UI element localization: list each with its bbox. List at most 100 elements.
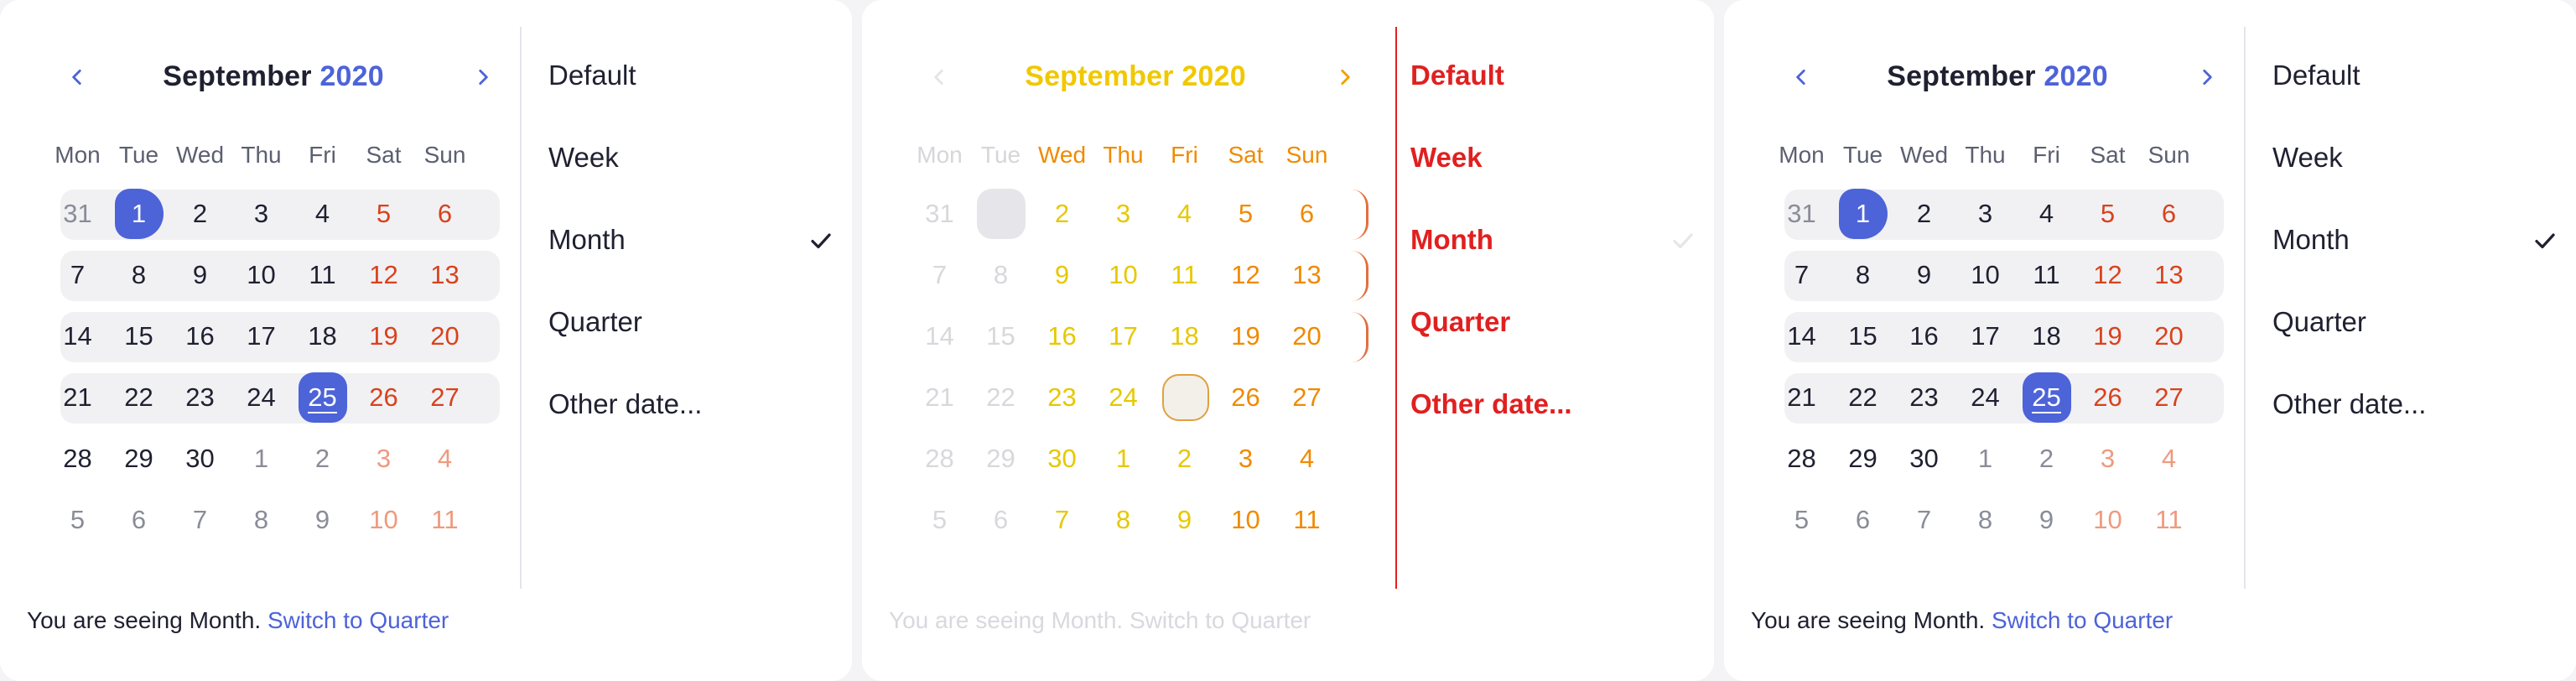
menu-item-week[interactable]: Week (1410, 133, 1696, 215)
day-cell[interactable]: 7 (169, 495, 231, 545)
day-cell[interactable]: 2 (292, 434, 353, 484)
day-cell[interactable]: 3 (1955, 189, 2016, 239)
day-cell[interactable]: 25 (1154, 372, 1215, 423)
menu-item-quarter[interactable]: Quarter (1410, 297, 1696, 379)
day-cell[interactable]: 15 (1832, 311, 1893, 361)
day-cell[interactable]: 10 (1093, 250, 1154, 300)
day-cell[interactable]: 23 (1031, 372, 1093, 423)
day-cell[interactable]: 19 (2077, 311, 2138, 361)
day-cell[interactable]: 19 (353, 311, 414, 361)
prev-month-button[interactable] (1784, 60, 1818, 94)
switch-view-link[interactable]: Switch to Quarter (1129, 607, 1311, 633)
day-cell[interactable]: 22 (108, 372, 169, 423)
day-cell[interactable]: 2 (1893, 189, 1955, 239)
day-cell[interactable]: 8 (231, 495, 292, 545)
week-row[interactable]: 28 29 30 1 2 3 4 (909, 428, 1362, 489)
day-cell[interactable]: 10 (2077, 495, 2138, 545)
day-cell[interactable]: 4 (2016, 189, 2077, 239)
day-cell[interactable]: 5 (353, 189, 414, 239)
week-row[interactable]: 7 8 9 10 11 12 13 (909, 244, 1368, 305)
day-cell[interactable]: 12 (1215, 250, 1276, 300)
day-cell[interactable]: 1 (970, 188, 1031, 239)
day-cell[interactable]: 16 (1031, 311, 1093, 361)
prev-month-button[interactable] (922, 60, 956, 94)
week-row[interactable]: 21 22 23 24 25 26 27 (1771, 366, 2224, 428)
day-cell[interactable]: 29 (108, 434, 169, 484)
day-cell[interactable]: 2 (1154, 434, 1215, 484)
day-cell[interactable]: 13 (1276, 250, 1337, 300)
week-row[interactable]: 5 6 7 8 9 10 11 (47, 489, 500, 550)
day-cell[interactable]: 20 (1276, 311, 1337, 361)
day-cell[interactable]: 1 (108, 188, 169, 239)
menu-item-default[interactable]: Default (1410, 50, 1696, 133)
week-row[interactable]: 5 6 7 8 9 10 11 (909, 489, 1362, 550)
day-cell[interactable]: 17 (231, 311, 292, 361)
day-cell[interactable]: 5 (2077, 189, 2138, 239)
day-cell[interactable]: 26 (1215, 372, 1276, 423)
day-cell[interactable]: 10 (1955, 250, 2016, 300)
day-cell[interactable]: 22 (1832, 372, 1893, 423)
day-cell[interactable]: 11 (2138, 495, 2199, 545)
day-cell[interactable]: 3 (1215, 434, 1276, 484)
menu-item-quarter[interactable]: Quarter (2272, 297, 2558, 379)
day-cell[interactable]: 29 (1832, 434, 1893, 484)
day-cell[interactable]: 4 (1154, 189, 1215, 239)
menu-item-other-date[interactable]: Other date... (548, 379, 834, 461)
day-cell[interactable]: 5 (1771, 495, 1832, 545)
day-cell[interactable]: 31 (47, 189, 108, 239)
day-cell[interactable]: 15 (108, 311, 169, 361)
menu-item-default[interactable]: Default (548, 50, 834, 133)
week-row[interactable]: 28 29 30 1 2 3 4 (1771, 428, 2224, 489)
day-cell[interactable]: 18 (292, 311, 353, 361)
day-cell[interactable]: 5 (1215, 189, 1276, 239)
day-cell[interactable]: 7 (1771, 250, 1832, 300)
day-cell[interactable]: 25 (292, 372, 353, 423)
day-cell[interactable]: 2 (2016, 434, 2077, 484)
menu-item-other-date[interactable]: Other date... (2272, 379, 2558, 461)
day-cell[interactable]: 24 (231, 372, 292, 423)
week-row[interactable]: 21 22 23 24 25 26 27 (909, 366, 1362, 428)
day-cell[interactable]: 29 (970, 434, 1031, 484)
day-cell[interactable]: 1 (1955, 434, 2016, 484)
day-cell[interactable]: 1 (1093, 434, 1154, 484)
day-cell[interactable]: 26 (353, 372, 414, 423)
day-cell[interactable]: 21 (1771, 372, 1832, 423)
week-row[interactable]: 28 29 30 1 2 3 4 (47, 428, 500, 489)
day-cell[interactable]: 7 (909, 250, 970, 300)
day-cell[interactable]: 5 (47, 495, 108, 545)
day-cell[interactable]: 25 (2016, 372, 2077, 423)
day-cell[interactable]: 21 (47, 372, 108, 423)
day-cell[interactable]: 4 (2138, 434, 2199, 484)
day-cell[interactable]: 23 (169, 372, 231, 423)
month-title[interactable]: September 2020 (47, 60, 500, 93)
day-cell[interactable]: 17 (1093, 311, 1154, 361)
month-title[interactable]: September 2020 (1771, 60, 2224, 93)
day-cell[interactable]: 19 (1215, 311, 1276, 361)
day-cell[interactable]: 18 (1154, 311, 1215, 361)
day-cell[interactable]: 3 (2077, 434, 2138, 484)
day-cell[interactable]: 11 (414, 495, 475, 545)
next-month-button[interactable] (2190, 60, 2224, 94)
week-row[interactable]: 7 8 9 10 11 12 13 (47, 244, 500, 305)
menu-item-week[interactable]: Week (2272, 133, 2558, 215)
day-cell[interactable]: 7 (1893, 495, 1955, 545)
day-cell[interactable]: 8 (1955, 495, 2016, 545)
day-cell[interactable]: 27 (414, 372, 475, 423)
day-cell[interactable]: 14 (909, 311, 970, 361)
day-cell[interactable]: 10 (231, 250, 292, 300)
day-cell[interactable]: 3 (231, 189, 292, 239)
day-cell[interactable]: 4 (1276, 434, 1337, 484)
switch-view-link[interactable]: Switch to Quarter (267, 607, 449, 633)
day-cell[interactable]: 11 (1154, 250, 1215, 300)
day-cell[interactable]: 20 (414, 311, 475, 361)
day-cell[interactable]: 6 (1832, 495, 1893, 545)
day-cell[interactable]: 24 (1955, 372, 2016, 423)
week-row[interactable]: 7 8 9 10 11 12 13 (1771, 244, 2224, 305)
day-cell[interactable]: 2 (1031, 189, 1093, 239)
day-cell[interactable]: 8 (1832, 250, 1893, 300)
week-row[interactable]: 14 15 16 17 18 19 20 (47, 305, 500, 366)
day-cell[interactable]: 11 (292, 250, 353, 300)
day-cell[interactable]: 4 (414, 434, 475, 484)
